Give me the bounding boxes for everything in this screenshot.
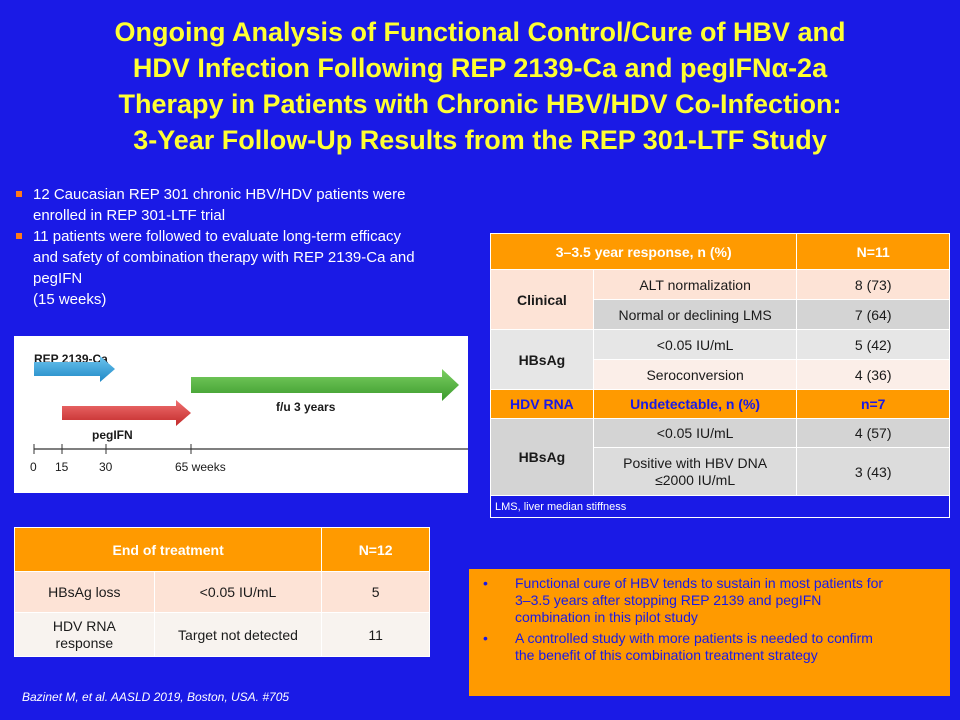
label-cell: ALT normalization xyxy=(592,269,798,300)
conclusion-box: • Functional cure of HBV tends to sustai… xyxy=(469,569,950,696)
label-cell: Normal or declining LMS xyxy=(592,299,798,330)
follow-up-arrow xyxy=(191,369,459,401)
bullet-text: pegIFN xyxy=(33,270,83,287)
footnote: LMS, liver median stiffness xyxy=(490,495,950,518)
table-row: HBsAg loss <0.05 IU/mL 5 xyxy=(14,571,430,613)
value-cell: 4 (36) xyxy=(796,359,950,390)
conclusion-item: • Functional cure of HBV tends to sustai… xyxy=(477,575,942,626)
table-header-row: End of treatment N=12 xyxy=(13,527,430,572)
category-cell: HBsAg xyxy=(490,418,594,496)
tick-label: 15 xyxy=(55,460,69,474)
conclusion-text: Functional cure of HBV tends to sustain … xyxy=(515,575,884,591)
label-line: ≤2000 IU/mL xyxy=(655,471,736,488)
table-row: HDV RNA response Target not detected 11 xyxy=(14,612,430,657)
slide-title: Ongoing Analysis of Functional Control/C… xyxy=(20,14,940,158)
timeline-graphic: REP 2139-Ca pegIFN f/u 3 years 0 15 30 6… xyxy=(30,352,468,474)
bullet-item: 11 patients were followed to evaluate lo… xyxy=(14,226,474,310)
response-table: 3–3.5 year response, n (%) N=11 Clinical… xyxy=(489,233,950,518)
title-line: Ongoing Analysis of Functional Control/C… xyxy=(114,17,846,47)
table-footnote-row: LMS, liver median stiffness xyxy=(490,495,950,518)
follow-up-label: f/u 3 years xyxy=(276,400,336,414)
value-cell: 3 (43) xyxy=(796,447,950,496)
treatment-timeline: REP 2139-Ca pegIFN f/u 3 years 0 15 30 6… xyxy=(14,336,468,493)
table-row: Normal or declining LMS 7 (64) xyxy=(491,299,950,330)
header-cell: 3–3.5 year response, n (%) xyxy=(489,233,798,270)
category-cell: HBsAg xyxy=(490,329,594,390)
table-row: Clinical ALT normalization 8 (73) xyxy=(490,269,950,330)
value-cell: 8 (73) xyxy=(796,269,950,300)
pegifn-arrow xyxy=(62,400,191,426)
label-line: Positive with HBV DNA xyxy=(623,454,768,471)
end-of-treatment-table: End of treatment N=12 HBsAg loss <0.05 I… xyxy=(13,527,430,657)
label-cell: Positive with HBV DNA ≤2000 IU/mL xyxy=(592,447,798,496)
study-bullets: 12 Caucasian REP 301 chronic HBV/HDV pat… xyxy=(14,184,474,310)
table-row: HBsAg <0.05 IU/mL 5 (42) xyxy=(490,329,950,390)
square-bullet-icon xyxy=(16,191,22,197)
category-cell: Clinical xyxy=(490,269,594,330)
value-cell: 11 xyxy=(321,612,430,657)
header-cell: N=11 xyxy=(796,233,950,270)
bullet-text: 11 patients were followed to evaluate lo… xyxy=(33,228,401,245)
bullet-icon: • xyxy=(483,630,488,646)
square-bullet-icon xyxy=(16,233,22,239)
criterion-cell: <0.05 IU/mL xyxy=(153,571,323,613)
label-cell: <0.05 IU/mL xyxy=(592,418,798,448)
header-cell: n=7 xyxy=(796,389,950,419)
bullet-item: 12 Caucasian REP 301 chronic HBV/HDV pat… xyxy=(14,184,474,226)
bullet-icon: • xyxy=(483,575,488,591)
table-row: HBsAg <0.05 IU/mL 4 (57) xyxy=(490,418,950,496)
value-cell: 4 (57) xyxy=(796,418,950,448)
header-cell: Undetectable, n (%) xyxy=(592,389,798,419)
header-cell: HDV RNA xyxy=(490,389,594,419)
tick-label: 65 weeks xyxy=(175,460,226,474)
rep-2139-arrow xyxy=(34,356,115,382)
conclusion-item: • A controlled study with more patients … xyxy=(477,630,942,664)
citation: Bazinet M, et al. AASLD 2019, Boston, US… xyxy=(22,690,290,704)
label-cell: Seroconversion xyxy=(592,359,798,390)
value-cell: 5 (42) xyxy=(796,329,950,360)
bullet-text: (15 weeks) xyxy=(33,291,107,308)
label-cell: HDV RNA response xyxy=(14,612,155,657)
conclusion-text: A controlled study with more patients is… xyxy=(515,630,873,646)
header-cell: N=12 xyxy=(321,527,430,572)
title-line: Therapy in Patients with Chronic HBV/HDV… xyxy=(118,89,842,119)
label-cell: HBsAg loss xyxy=(14,571,155,613)
conclusion-text: combination in this pilot study xyxy=(515,609,698,625)
header-cell: End of treatment xyxy=(13,527,323,572)
table-header-row: 3–3.5 year response, n (%) N=11 xyxy=(489,233,950,270)
tick-label: 30 xyxy=(99,460,113,474)
conclusion-text: 3–3.5 years after stopping REP 2139 and … xyxy=(515,592,822,608)
label-line: HDV RNA xyxy=(52,617,116,634)
criterion-cell: Target not detected xyxy=(153,612,323,657)
hdv-header-row: HDV RNA Undetectable, n (%) n=7 xyxy=(490,389,950,419)
bullet-text: enrolled in REP 301-LTF trial xyxy=(33,207,226,224)
pegifn-label: pegIFN xyxy=(92,428,133,442)
title-line: 3-Year Follow-Up Results from the REP 30… xyxy=(133,125,827,155)
value-cell: 5 xyxy=(321,571,430,613)
value-cell: 7 (64) xyxy=(796,299,950,330)
label-cell: <0.05 IU/mL xyxy=(592,329,798,360)
label-line: response xyxy=(55,634,114,651)
bullet-text: and safety of combination therapy with R… xyxy=(33,249,415,266)
title-line: HDV Infection Following REP 2139-Ca and … xyxy=(132,53,828,83)
bullet-text: 12 Caucasian REP 301 chronic HBV/HDV pat… xyxy=(33,186,406,203)
tick-label: 0 xyxy=(30,460,37,474)
table-row: Positive with HBV DNA ≤2000 IU/mL 3 (43) xyxy=(491,447,950,496)
conclusion-text: the benefit of this combination treatmen… xyxy=(515,647,818,663)
